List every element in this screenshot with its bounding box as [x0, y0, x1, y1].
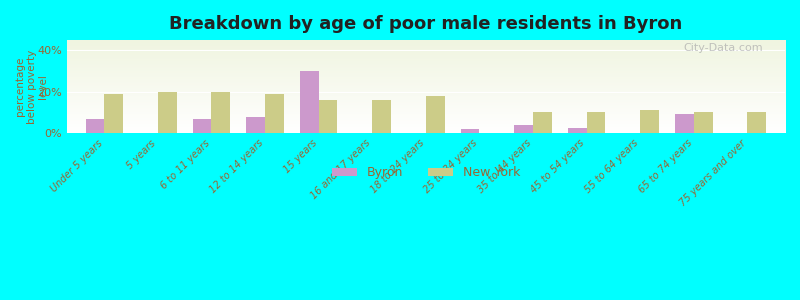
Bar	[158, 92, 177, 133]
Bar	[461, 129, 479, 133]
Bar	[246, 116, 265, 133]
Bar	[694, 112, 713, 133]
Bar	[86, 118, 104, 133]
Bar	[426, 96, 445, 133]
Y-axis label: percentage
below poverty
level: percentage below poverty level	[15, 50, 48, 124]
Bar	[640, 110, 659, 133]
Bar	[318, 100, 338, 133]
Bar	[193, 118, 211, 133]
Bar	[211, 92, 230, 133]
Text: City-Data.com: City-Data.com	[684, 43, 763, 53]
Bar	[300, 71, 318, 133]
Title: Breakdown by age of poor male residents in Byron: Breakdown by age of poor male residents …	[170, 15, 682, 33]
Bar	[747, 112, 766, 133]
Bar	[372, 100, 391, 133]
Bar	[675, 114, 694, 133]
Bar	[568, 128, 586, 133]
Bar	[586, 112, 606, 133]
Legend: Byron, New York: Byron, New York	[326, 161, 526, 184]
Bar	[265, 94, 284, 133]
Bar	[514, 125, 533, 133]
Bar	[533, 112, 552, 133]
Bar	[104, 94, 123, 133]
